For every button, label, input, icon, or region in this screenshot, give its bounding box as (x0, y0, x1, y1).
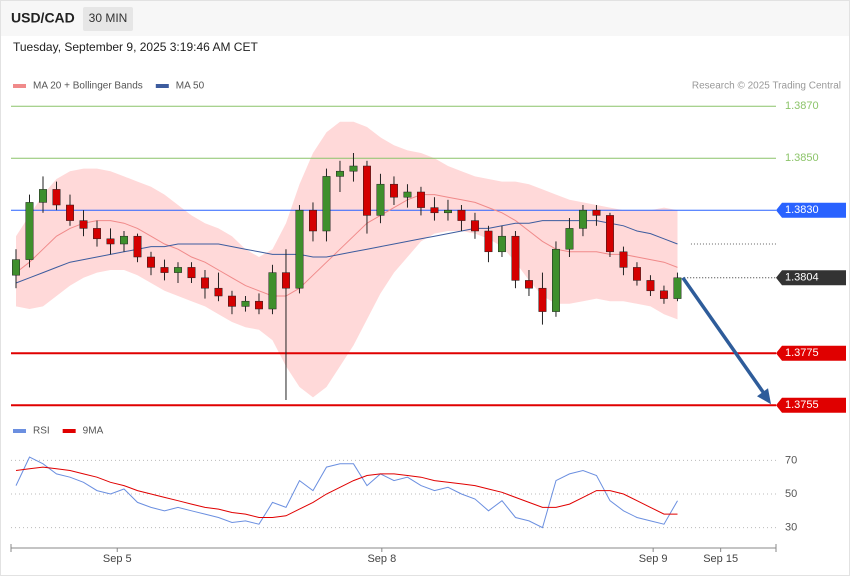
candle-body (430, 207, 439, 214)
candle-body (484, 230, 493, 253)
candle-body (322, 176, 331, 232)
y-tick-label: 50 (785, 488, 797, 500)
candle-body (673, 277, 682, 299)
candle-body (120, 235, 128, 245)
y-tick-label: 70 (785, 454, 797, 466)
candle-body (403, 191, 412, 198)
legend-label: RSI (33, 426, 50, 437)
level-label: 1.3850 (785, 152, 819, 164)
candle-body (147, 256, 155, 268)
level-badge (776, 270, 846, 286)
legend-swatch (62, 429, 76, 433)
x-tick-label: Sep 15 (703, 553, 738, 565)
level-badge (776, 345, 846, 361)
candle-body (79, 220, 88, 229)
candle-body (444, 209, 452, 214)
level-label: 1.3755 (785, 399, 819, 411)
x-tick-label: Sep 9 (639, 553, 668, 565)
candle-body (201, 277, 209, 289)
rsi-line (15, 466, 678, 518)
candle-body (228, 295, 236, 307)
level-badge (776, 202, 846, 218)
level-label: 1.3870 (785, 100, 819, 112)
candle-body (160, 267, 169, 273)
candle-body (133, 235, 142, 258)
legend-label: MA 20 + Bollinger Bands (33, 81, 143, 92)
x-tick-label: Sep 5 (103, 553, 132, 565)
symbol: USD/CAD (11, 10, 75, 26)
candle-body (552, 248, 560, 312)
candle-body (390, 183, 398, 198)
candle-body (39, 189, 47, 203)
legend-label: MA 50 (176, 81, 205, 92)
candle-body (25, 202, 34, 260)
candle-body (52, 189, 61, 206)
candle-body (632, 267, 641, 281)
candle-body (592, 209, 601, 216)
candle-body (538, 287, 547, 312)
candle-body (93, 228, 101, 240)
legend-swatch (13, 429, 26, 433)
candle-body (376, 183, 385, 216)
candle-body (565, 228, 574, 250)
legend-label: 9MA (83, 426, 104, 437)
candle-body (349, 165, 358, 172)
candle-body (255, 300, 263, 310)
candle-body (578, 209, 587, 229)
ma-line (15, 194, 678, 297)
ma-line (15, 220, 678, 284)
y-tick-label: 30 (785, 521, 797, 533)
candle-body (241, 300, 250, 307)
candle-body (336, 170, 344, 177)
legend-swatch (155, 84, 169, 88)
level-label: 1.3775 (785, 347, 819, 359)
candle-body (619, 251, 628, 268)
rsi-line (15, 456, 678, 529)
candle-body (282, 272, 290, 289)
candle-body (417, 191, 425, 208)
candle-body (659, 290, 668, 299)
level-badge (776, 397, 846, 413)
candle-body (187, 267, 196, 279)
candle-body (457, 209, 466, 221)
candle-body (471, 220, 479, 232)
x-tick-label: Sep 8 (367, 553, 396, 565)
candle-body (646, 280, 655, 292)
candle-body (268, 272, 277, 310)
candle-body (12, 259, 20, 276)
candle-body (214, 287, 223, 297)
level-label: 1.3804 (785, 272, 819, 284)
candle-body (605, 215, 614, 253)
candle-body (363, 165, 371, 216)
candle-body (106, 238, 115, 245)
timestamp: Tuesday, September 9, 2025 3:19:46 AM CE… (13, 40, 258, 54)
candle-body (174, 267, 182, 273)
bollinger-band (16, 121, 678, 398)
candle-body (66, 204, 74, 221)
timeframe: 30 MIN (89, 11, 128, 25)
timeframe-box (83, 7, 133, 31)
candle-body (525, 280, 533, 289)
forecast-arrowhead (757, 388, 771, 405)
candle-body (295, 209, 304, 289)
level-label: 1.3830 (785, 204, 819, 216)
candle-body (309, 209, 317, 232)
legend-swatch (13, 84, 26, 88)
candle-body (511, 235, 520, 281)
forecast-arrow (681, 276, 768, 398)
credit: Research © 2025 Trading Central (692, 81, 841, 92)
header-bar (1, 1, 849, 36)
candle-body (498, 235, 506, 253)
